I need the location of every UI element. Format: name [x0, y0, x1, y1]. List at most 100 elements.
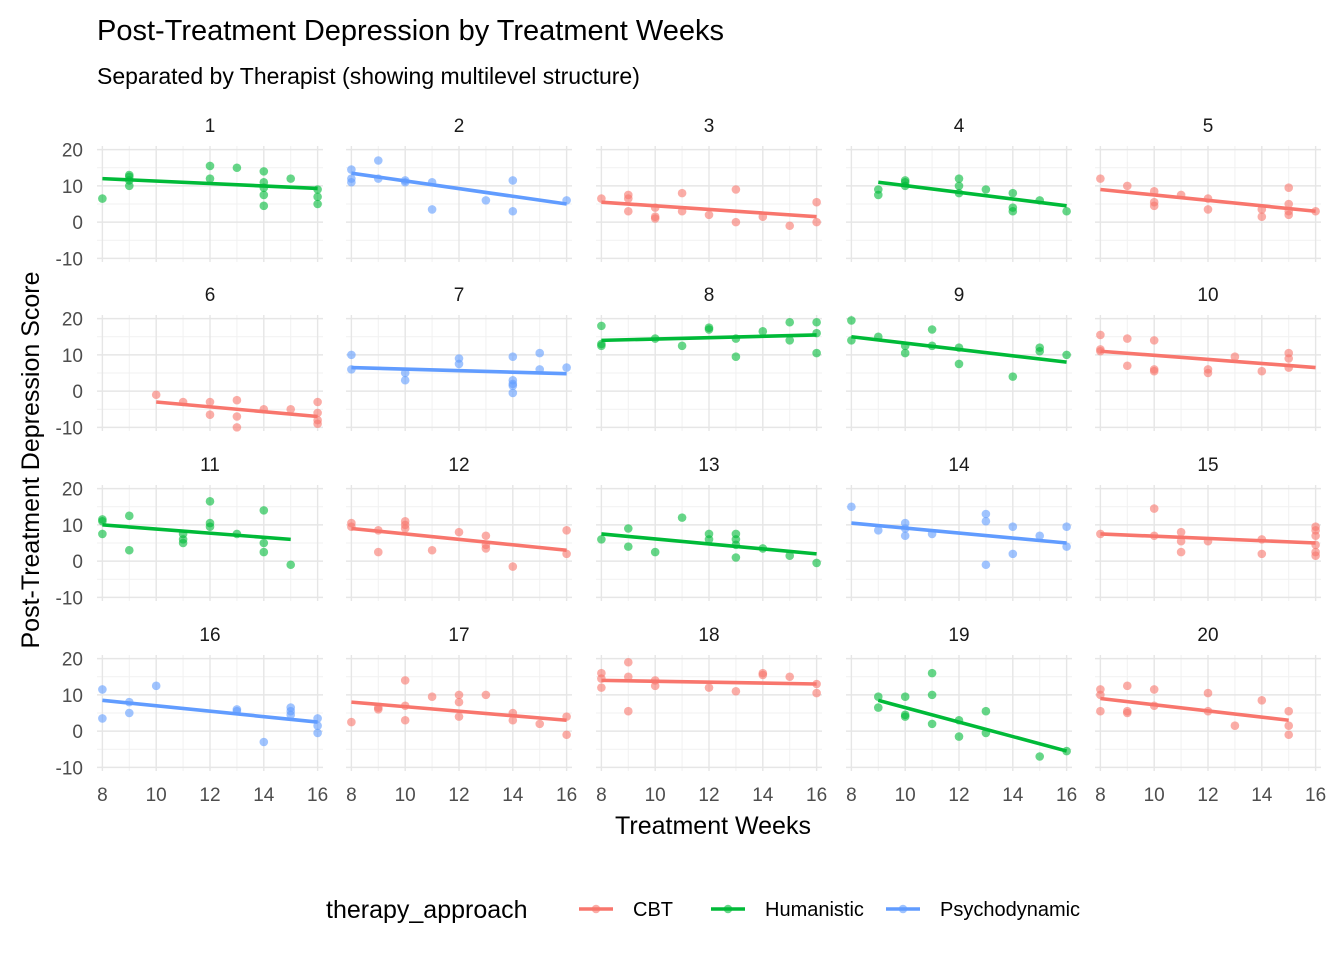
facet-panel-18: 18 8 10 12 14 16 [596, 625, 827, 806]
data-point [704, 323, 714, 332]
data-point [535, 348, 545, 358]
data-point [623, 706, 633, 716]
y-tick-labels: -10 0 10 20 [56, 141, 83, 271]
data-point [927, 668, 937, 678]
y-tick-label: -10 [56, 418, 83, 439]
regression-line [351, 700, 567, 723]
x-tick-label: 14 [1002, 785, 1024, 806]
data-point [205, 397, 215, 407]
chart-title: Post-Treatment Depression by Treatment W… [97, 15, 724, 47]
data-point [124, 708, 134, 718]
data-point [954, 181, 964, 191]
data-point [785, 317, 795, 327]
data-points [151, 390, 322, 432]
data-point [1176, 527, 1186, 537]
data-point [1008, 203, 1018, 212]
data-point [900, 531, 910, 541]
data-point [731, 686, 741, 696]
y-tick-label: 10 [62, 686, 83, 707]
data-point [454, 354, 464, 363]
data-point [1284, 348, 1294, 358]
data-point [704, 529, 714, 539]
data-point [1122, 681, 1132, 691]
data-point [508, 352, 518, 361]
data-point [812, 197, 821, 207]
legend-entry-label: Psychodynamic [940, 899, 1080, 921]
data-point [1096, 529, 1105, 539]
data-point [151, 390, 161, 400]
x-tick-label: 8 [97, 785, 108, 806]
data-point [98, 194, 107, 203]
data-point [1311, 547, 1320, 557]
data-point [1149, 685, 1159, 694]
y-axis-label: Post-Treatment Depression Score [17, 271, 45, 648]
x-tick-label: 14 [752, 785, 774, 806]
facet-label: 6 [205, 285, 216, 306]
data-point [508, 388, 518, 398]
data-point [347, 350, 356, 360]
data-point [1230, 721, 1240, 730]
facet-label: 10 [1197, 285, 1218, 306]
data-point [98, 714, 107, 723]
data-point [597, 683, 606, 692]
y-tick-labels: -10 0 10 20 [56, 310, 83, 440]
x-tick-label: 8 [346, 785, 357, 806]
facet-label: 8 [704, 285, 715, 306]
facet-panel-4: 4 [846, 116, 1072, 262]
data-point [1149, 365, 1159, 374]
regression-line [1100, 696, 1289, 723]
x-tick-label: 14 [1251, 785, 1273, 806]
data-point [259, 201, 269, 211]
data-point [508, 375, 518, 385]
facet-label: 18 [698, 625, 719, 646]
data-point [1008, 549, 1018, 559]
legend-entries: CBT Humanistic Psychodynamic [579, 899, 1080, 921]
facet-panel-3: 3 [596, 116, 822, 262]
facet-panel-19: 19 8 10 12 14 16 [846, 625, 1077, 806]
data-point [1230, 352, 1240, 361]
facet-label: 16 [199, 625, 220, 646]
x-tick-label: 12 [199, 785, 220, 806]
regression-line [102, 176, 318, 191]
data-point [927, 690, 937, 700]
data-point [427, 545, 437, 555]
chart-subtitle: Separated by Therapist (showing multilev… [97, 63, 640, 89]
data-point [847, 502, 856, 512]
major-grid [846, 655, 1072, 771]
data-point [481, 531, 491, 541]
data-point [1203, 365, 1213, 374]
data-point [427, 205, 437, 214]
major-grid [346, 146, 572, 262]
data-point [259, 737, 269, 747]
data-point [259, 547, 269, 557]
regression-line [351, 365, 567, 376]
data-points [347, 348, 571, 398]
data-point [562, 363, 571, 372]
data-point [927, 719, 937, 729]
data-point [1062, 350, 1071, 360]
data-point [623, 190, 633, 200]
data-point [677, 513, 687, 522]
data-point [454, 712, 464, 721]
data-point [373, 547, 383, 557]
facet-panel-15: 15 [1095, 455, 1321, 601]
data-point [1096, 685, 1105, 694]
data-point [873, 526, 883, 535]
data-point [313, 397, 322, 407]
data-points [98, 161, 322, 211]
data-point [1284, 183, 1294, 192]
y-tick-label: 0 [72, 722, 83, 743]
data-point [812, 558, 821, 568]
regression-line [601, 333, 817, 343]
legend-entry-psychodynamic: Psychodynamic [886, 899, 1080, 921]
y-tick-label: 10 [62, 346, 83, 367]
data-point [232, 412, 242, 421]
data-point [313, 192, 322, 202]
facet-label: 9 [954, 285, 965, 306]
y-tick-label: 0 [72, 213, 83, 234]
legend-entry-cbt: CBT [579, 899, 673, 921]
y-tick-label: -10 [56, 758, 83, 779]
data-points [347, 516, 571, 571]
data-point [205, 410, 215, 419]
x-tick-labels: 8 10 12 14 16 [346, 785, 577, 806]
